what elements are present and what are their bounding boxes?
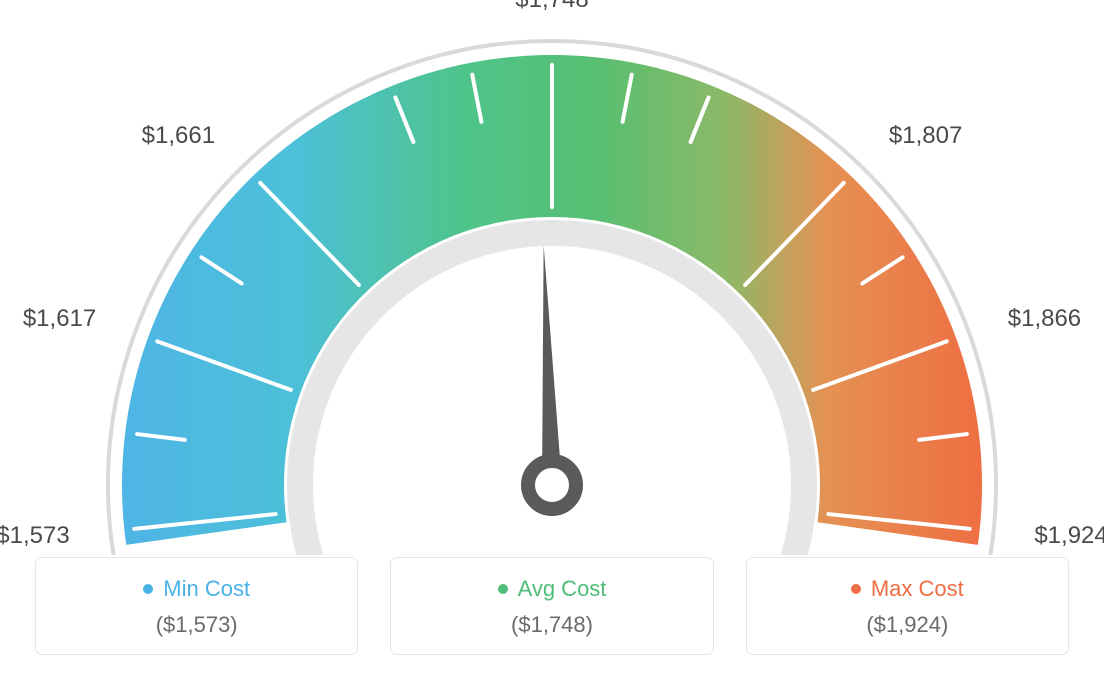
gauge-tick-label: $1,573 — [0, 522, 70, 550]
gauge-tick-label: $1,924 — [1034, 522, 1104, 550]
gauge-svg — [42, 35, 1062, 555]
legend-title-avg: Avg Cost — [498, 576, 607, 602]
legend-card-avg: Avg Cost ($1,748) — [390, 557, 713, 655]
legend-card-max: Max Cost ($1,924) — [746, 557, 1069, 655]
gauge-tick-label: $1,617 — [6, 305, 96, 333]
legend-label-max: Max Cost — [871, 576, 964, 602]
gauge-tick-label: $1,866 — [1008, 305, 1081, 333]
gauge-tick-label: $1,748 — [507, 0, 597, 14]
legend-dot-avg — [498, 584, 508, 594]
legend-card-min: Min Cost ($1,573) — [35, 557, 358, 655]
chart-container: $1,573 $1,617 $1,661 $1,748 $1,807 $1,866 $1,9… — [0, 0, 1104, 690]
legend-value-min: ($1,573) — [46, 612, 347, 638]
legend-row: Min Cost ($1,573) Avg Cost ($1,748) Max … — [35, 557, 1069, 655]
legend-value-max: ($1,924) — [757, 612, 1058, 638]
gauge-tick-label: $1,807 — [889, 122, 962, 150]
gauge-needle — [528, 245, 576, 509]
legend-title-min: Min Cost — [143, 576, 250, 602]
legend-value-avg: ($1,748) — [401, 612, 702, 638]
legend-dot-min — [143, 584, 153, 594]
gauge-tick-label: $1,661 — [125, 122, 215, 150]
legend-title-max: Max Cost — [851, 576, 964, 602]
legend-label-avg: Avg Cost — [518, 576, 607, 602]
legend-dot-max — [851, 584, 861, 594]
legend-label-min: Min Cost — [163, 576, 250, 602]
gauge: $1,573$1,617$1,661$1,748$1,807$1,866$1,9… — [0, 0, 1104, 530]
